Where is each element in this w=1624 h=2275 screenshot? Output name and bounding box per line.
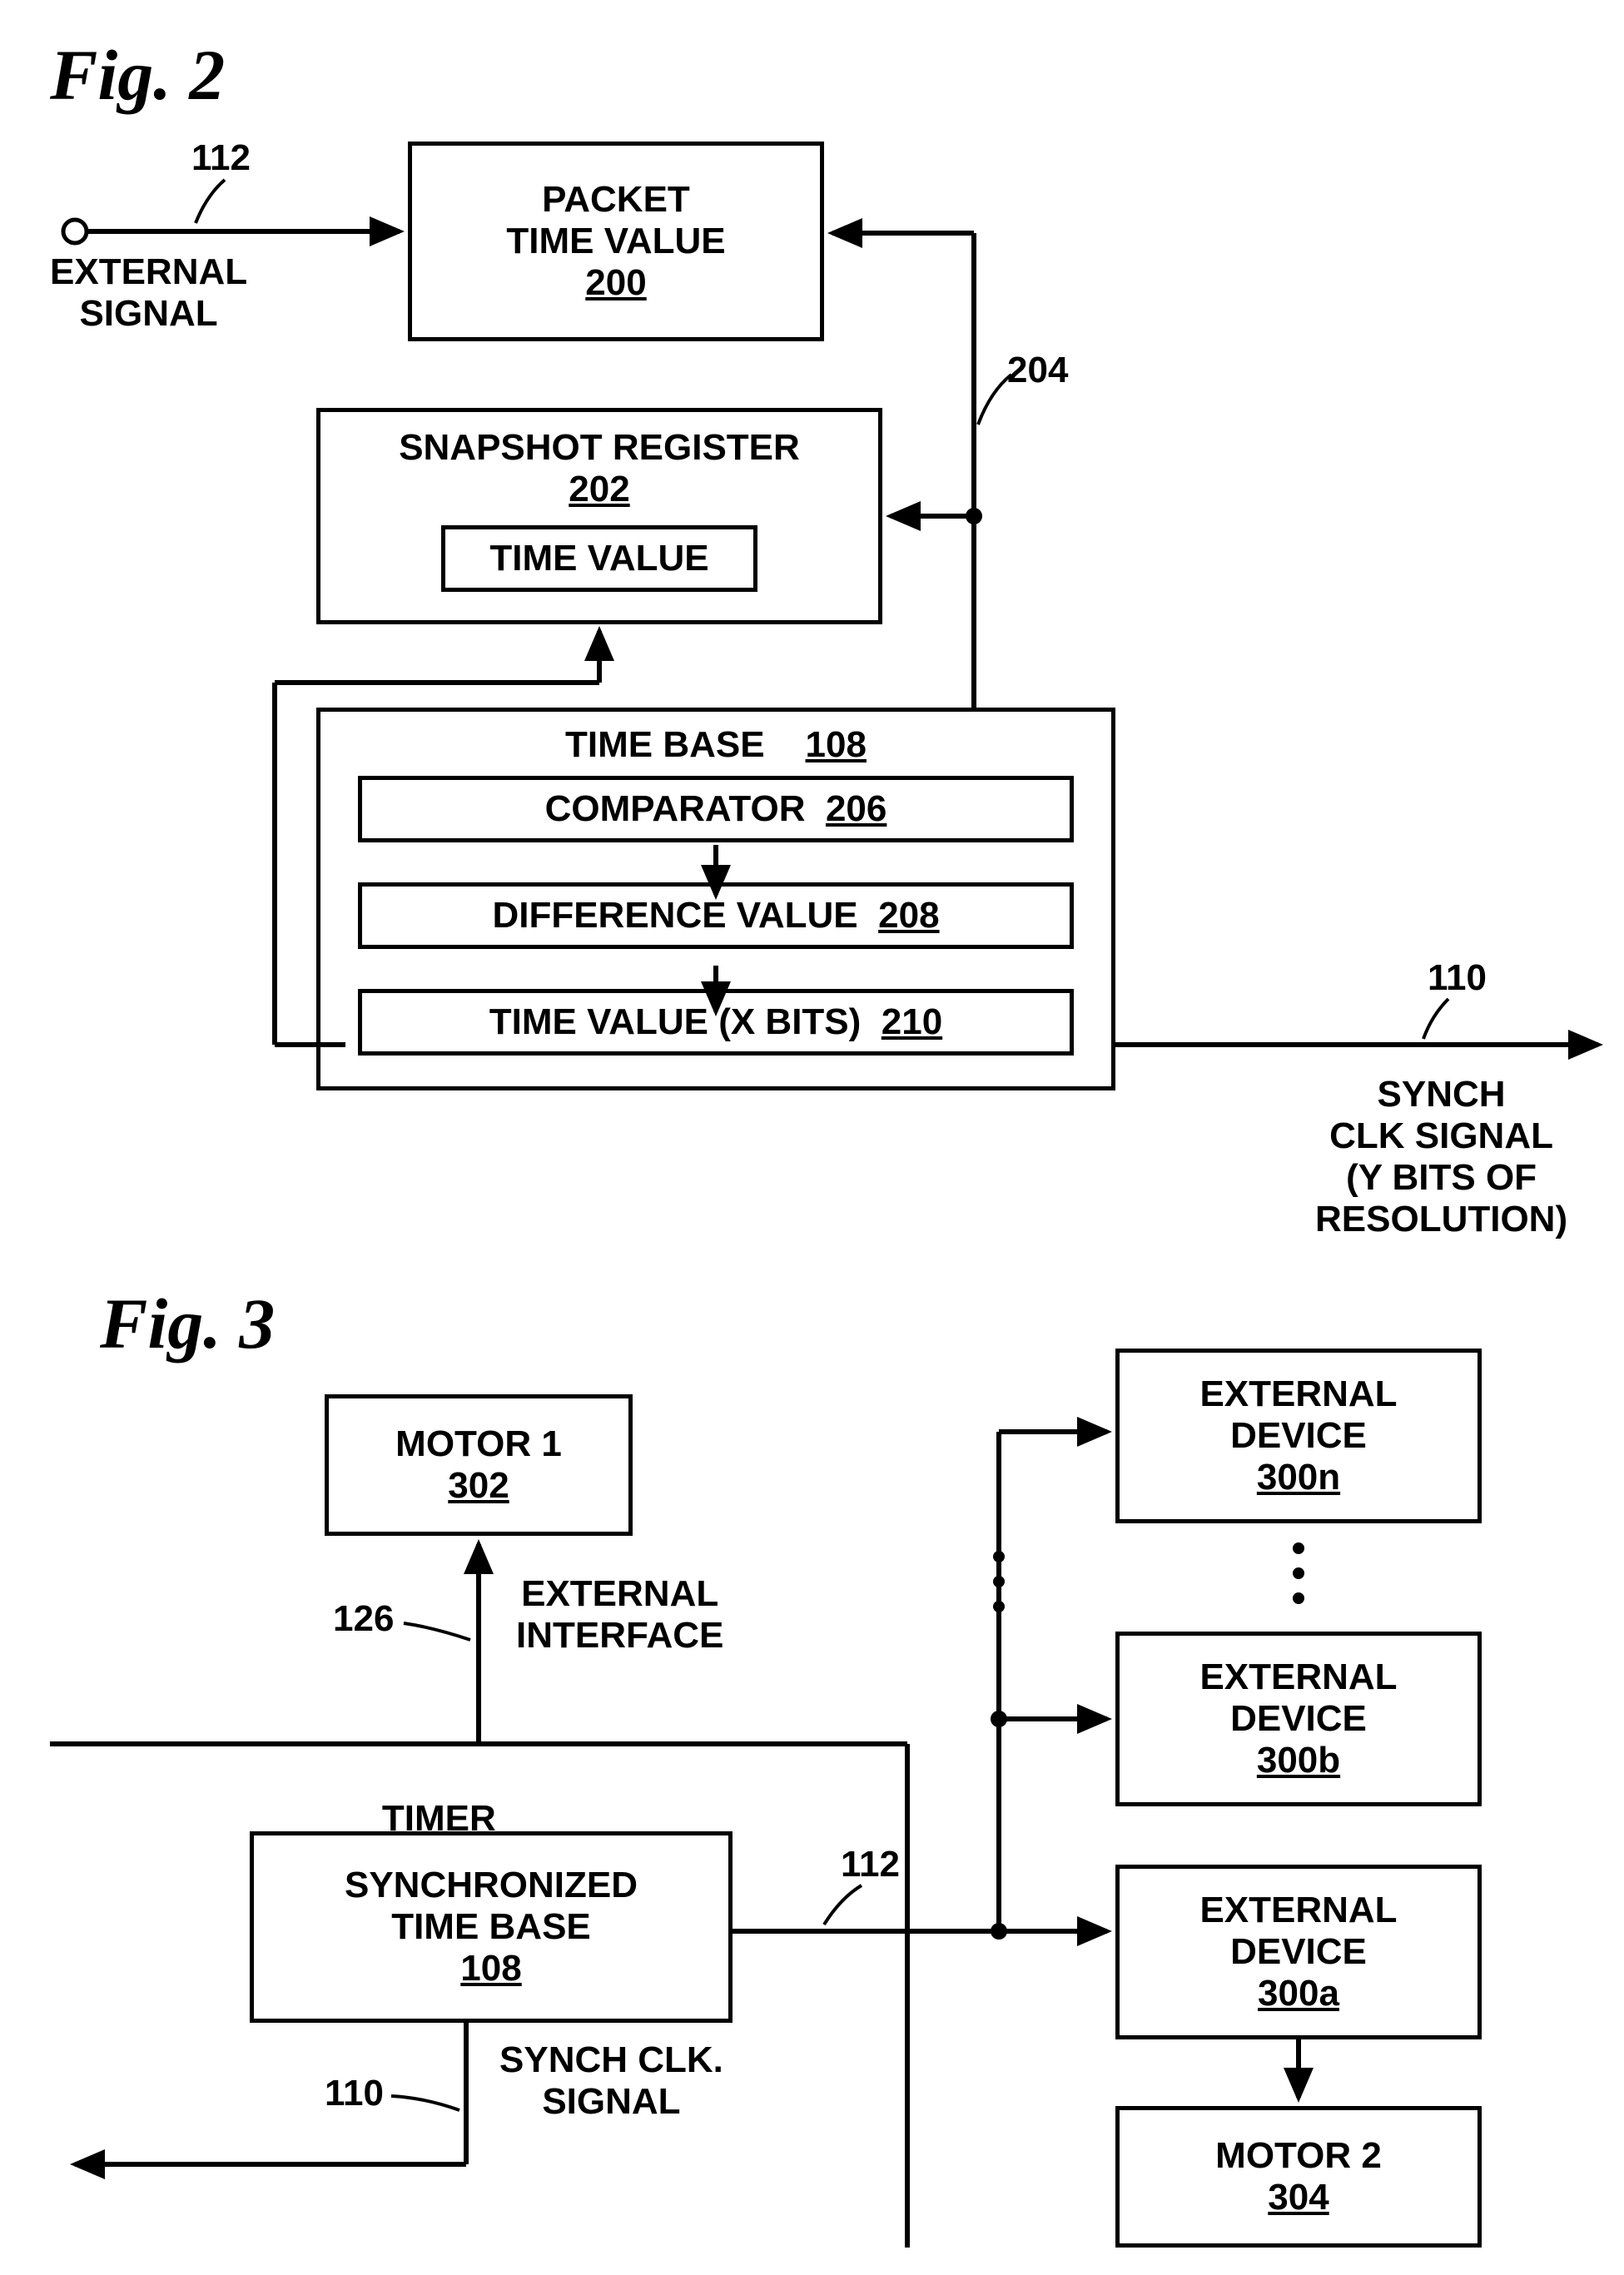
- external-signal-label: EXTERNAL SIGNAL: [50, 251, 247, 335]
- ref-126: 126: [333, 1598, 394, 1640]
- sync-time-base-ref: 108: [460, 1948, 521, 1989]
- motor2-text: MOTOR 2: [1215, 2135, 1382, 2177]
- time-base-box: TIME BASE 108 COMPARATOR 206 DIFFERENCE …: [316, 708, 1115, 1090]
- packet-time-value-ref: 200: [585, 262, 646, 304]
- motor2-ref: 304: [1268, 2177, 1329, 2218]
- fig3-title: Fig. 3: [100, 1282, 275, 1365]
- ext-dev-n-box: EXTERNAL DEVICE 300n: [1115, 1349, 1482, 1523]
- comparator-ref: 206: [826, 788, 886, 830]
- snapshot-register-text: SNAPSHOT REGISTER: [399, 427, 800, 469]
- snapshot-register-ref: 202: [569, 469, 629, 510]
- ref-204: 204: [1007, 350, 1068, 391]
- ext-dev-b-ref: 300b: [1257, 1740, 1340, 1781]
- time-base-title-row: TIME BASE 108: [565, 724, 867, 766]
- ext-dev-a-box: EXTERNAL DEVICE 300a: [1115, 1865, 1482, 2039]
- snapshot-register-box: SNAPSHOT REGISTER 202 TIME VALUE: [316, 408, 882, 624]
- ext-dev-n-text: EXTERNAL DEVICE: [1199, 1373, 1397, 1457]
- time-value-x-text: TIME VALUE (X BITS): [489, 1001, 862, 1043]
- comparator-box: COMPARATOR 206: [358, 776, 1074, 842]
- time-value-x-ref: 210: [882, 1001, 942, 1043]
- comparator-text: COMPARATOR: [545, 788, 806, 830]
- diagram-canvas: Fig. 2 PACKET TIME VALUE 200 EXTERNAL SI…: [17, 17, 1624, 2258]
- snapshot-register-inner: TIME VALUE: [441, 525, 757, 592]
- packet-time-value-text: PACKET TIME VALUE: [506, 179, 725, 262]
- difference-value-box: DIFFERENCE VALUE 208: [358, 882, 1074, 949]
- motor1-ref: 302: [448, 1465, 509, 1507]
- packet-time-value-box: PACKET TIME VALUE 200: [408, 142, 824, 341]
- ext-interface-label: EXTERNAL INTERFACE: [516, 1573, 723, 1657]
- difference-value-ref: 208: [878, 895, 939, 936]
- motor2-box: MOTOR 2 304: [1115, 2106, 1482, 2248]
- ext-dev-a-text: EXTERNAL DEVICE: [1199, 1890, 1397, 1973]
- motor1-text: MOTOR 1: [395, 1423, 562, 1465]
- sync-time-base-box: SYNCHRONIZED TIME BASE 108: [250, 1831, 733, 2023]
- ext-dev-b-box: EXTERNAL DEVICE 300b: [1115, 1632, 1482, 1806]
- ref-110-fig2: 110: [1428, 957, 1487, 999]
- motor1-box: MOTOR 1 302: [325, 1394, 633, 1536]
- synch-clk-label-fig2: SYNCH CLK SIGNAL (Y BITS OF RESOLUTION): [1315, 1074, 1567, 1240]
- snapshot-register-inner-text: TIME VALUE: [489, 538, 708, 579]
- time-base-ref: 108: [806, 724, 867, 765]
- ext-dev-b-text: EXTERNAL DEVICE: [1199, 1657, 1397, 1740]
- sync-time-base-text: SYNCHRONIZED TIME BASE: [345, 1865, 638, 1948]
- ref-112-fig2: 112: [191, 137, 251, 179]
- fig2-title: Fig. 2: [50, 33, 225, 117]
- ref-112-fig3: 112: [841, 1844, 900, 1885]
- time-value-x-box: TIME VALUE (X BITS) 210: [358, 989, 1074, 1056]
- time-base-text: TIME BASE: [565, 724, 765, 765]
- difference-value-text: DIFFERENCE VALUE: [492, 895, 857, 936]
- synch-clk-label-fig3: SYNCH CLK. SIGNAL: [499, 2039, 723, 2123]
- ref-110-fig3: 110: [325, 2073, 384, 2114]
- ext-dev-a-ref: 300a: [1258, 1973, 1339, 2014]
- ext-dev-n-ref: 300n: [1257, 1457, 1340, 1498]
